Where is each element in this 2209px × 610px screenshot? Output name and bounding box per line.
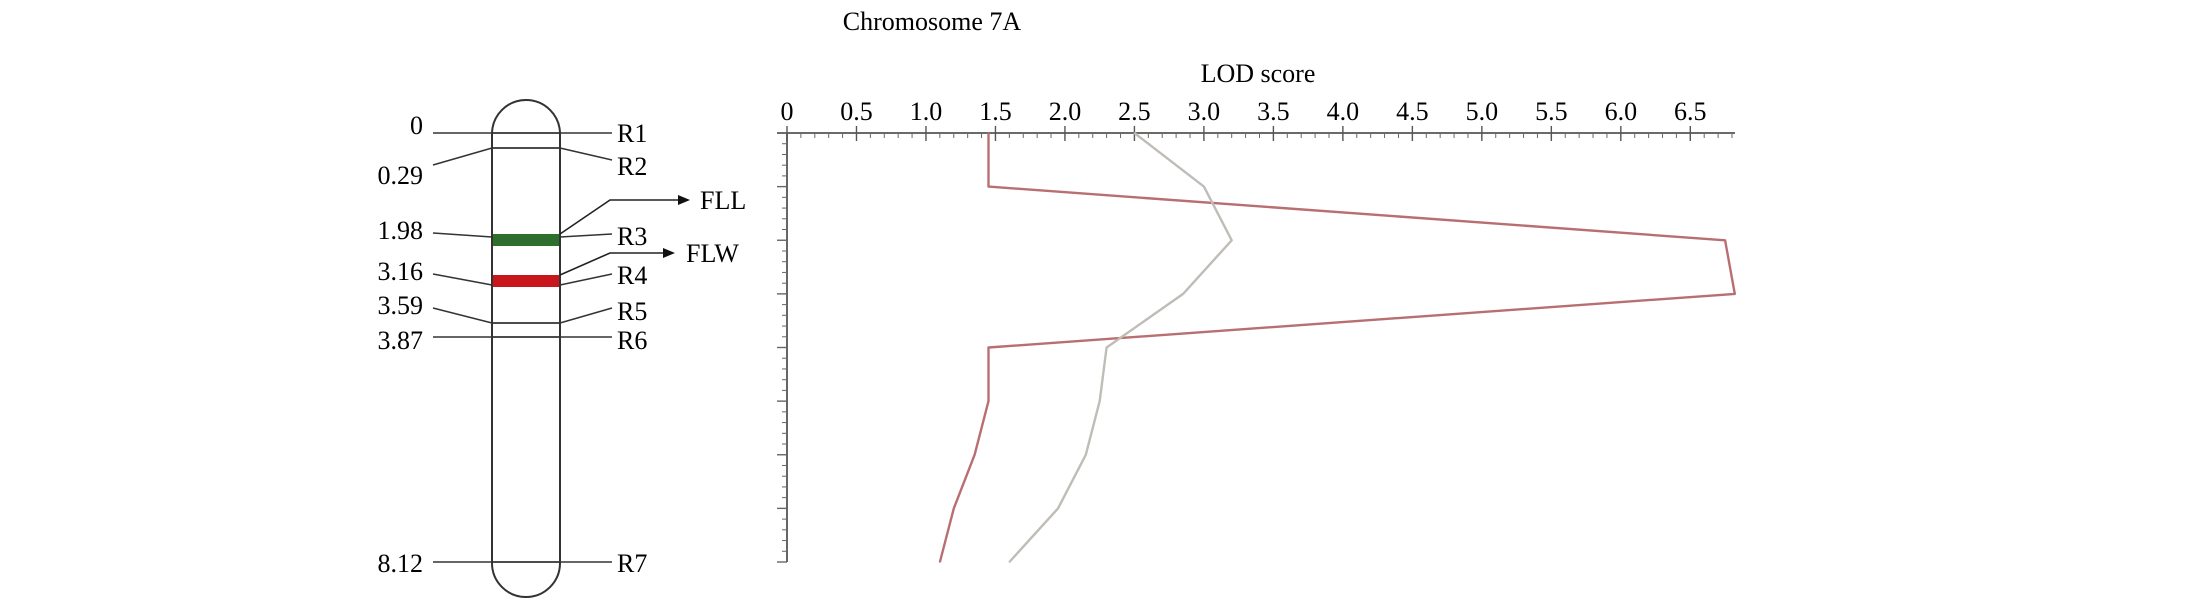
x-tick-label: 6.5 <box>1674 97 1707 126</box>
qtl-bar-fll <box>493 234 559 246</box>
marker-name-leader <box>559 307 613 324</box>
marker-position-label: 0.29 <box>378 161 424 190</box>
x-tick-label: 1.5 <box>979 97 1012 126</box>
lod-series-point <box>987 400 990 402</box>
figure-title: Chromosome 7A <box>843 7 1022 36</box>
x-tick-label: 2.5 <box>1118 97 1151 126</box>
marker-position-label: 3.16 <box>378 257 424 286</box>
lod-series-point <box>1084 453 1087 456</box>
x-tick-label: 4.0 <box>1327 97 1360 126</box>
x-tick-label: 3.5 <box>1257 97 1290 126</box>
x-tick-label: 1.0 <box>910 97 943 126</box>
lod-series-line-1 <box>938 133 1737 563</box>
marker-position-leader <box>432 307 493 324</box>
lod-series-point <box>987 346 990 349</box>
lod-series-point <box>1098 400 1101 402</box>
qtl-label-flw: FLW <box>686 239 739 268</box>
marker-name-leader <box>559 273 613 286</box>
x-tick-label: 0 <box>781 97 794 126</box>
x-tick-label: 6.0 <box>1605 97 1638 126</box>
marker-name-label: R1 <box>617 119 647 148</box>
x-tick-label: 5.0 <box>1466 97 1499 126</box>
x-tick-label: 3.0 <box>1188 97 1221 126</box>
marker-position-label: 3.59 <box>378 291 424 320</box>
lod-series-point <box>1105 346 1108 349</box>
marker-position-leader <box>432 147 493 166</box>
marker-position-label: 0 <box>410 111 423 140</box>
lod-series-point <box>1733 293 1736 295</box>
marker-name-label: R4 <box>617 261 647 290</box>
lod-series-point <box>1008 561 1011 563</box>
lod-series-point <box>987 185 990 188</box>
marker-position-leader <box>432 273 493 286</box>
marker-name-leader <box>559 147 613 161</box>
chromosome-map: 0 R1 0.29 R2 1.98 R3 3.16 R4 3.59 R5 3.87 R6 8.12 R7 F… <box>378 99 746 598</box>
lod-series-point <box>1203 185 1205 188</box>
marker-position-label: 8.12 <box>378 549 424 578</box>
x-axis-label: LOD score <box>1201 59 1316 88</box>
lod-series-point <box>1133 132 1136 134</box>
lod-series-point <box>1057 507 1059 510</box>
x-tick-label: 0.5 <box>840 97 873 126</box>
chromosome-outline <box>491 99 561 598</box>
lod-series-point <box>1724 239 1726 242</box>
lod-series-point <box>939 561 941 563</box>
arrow-head-icon <box>663 248 675 258</box>
marker-position-label: 1.98 <box>378 216 424 245</box>
marker-name-label: R7 <box>617 549 647 578</box>
marker-name-label: R3 <box>617 222 647 251</box>
lod-series-point <box>973 453 976 456</box>
lod-series-point <box>1230 239 1233 242</box>
marker-name-label: R6 <box>617 326 647 355</box>
qtl-arrow-line <box>559 252 665 276</box>
lod-series-point <box>987 132 990 134</box>
marker-name-leader <box>559 233 613 238</box>
marker-name-label: R5 <box>617 297 647 326</box>
qtl-label-fll: FLL <box>700 186 746 215</box>
x-tick-label: 5.5 <box>1535 97 1568 126</box>
marker-name-label: R2 <box>617 152 647 181</box>
qtl-bar-flw <box>493 275 559 287</box>
arrow-head-icon <box>678 195 690 205</box>
qtl-arrow-line <box>559 199 680 235</box>
lod-score-chart: LOD score 0 0.5 1.0 1.5 2.0 2.5 3.0 3.5 4.0 4.5 5.0… <box>777 59 1737 563</box>
lod-series-point <box>952 507 955 510</box>
x-tick-label: 2.0 <box>1049 97 1082 126</box>
lod-series-point <box>1182 293 1184 295</box>
x-tick-label: 4.5 <box>1396 97 1429 126</box>
marker-position-label: 3.87 <box>378 326 424 355</box>
marker-position-leader <box>432 232 493 238</box>
